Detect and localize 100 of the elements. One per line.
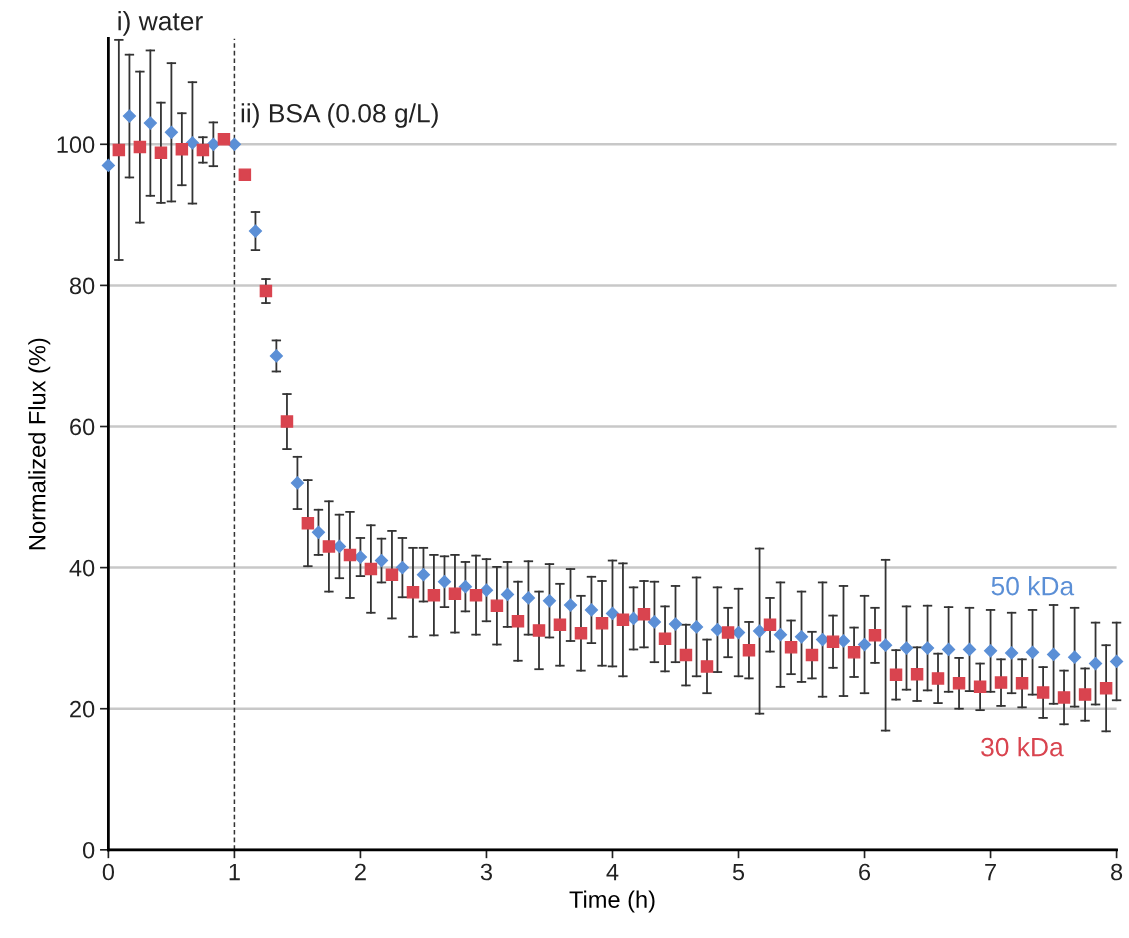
point xyxy=(175,142,189,156)
point xyxy=(227,137,241,151)
point xyxy=(1078,688,1092,701)
x-tick-label: 0 xyxy=(102,863,115,881)
y-tick-label: 40 xyxy=(69,559,95,577)
point xyxy=(553,618,567,632)
point xyxy=(542,594,557,608)
x-tick-label: 4 xyxy=(606,863,619,881)
point xyxy=(1099,682,1113,695)
point xyxy=(374,553,389,568)
point xyxy=(1005,646,1019,660)
point xyxy=(395,561,409,575)
point xyxy=(584,603,599,617)
point xyxy=(311,525,326,539)
point xyxy=(910,667,924,681)
point xyxy=(301,516,315,530)
point xyxy=(973,680,987,694)
point xyxy=(647,615,662,629)
point xyxy=(689,620,704,634)
point xyxy=(101,158,115,173)
point xyxy=(437,575,452,589)
point xyxy=(931,672,945,685)
point xyxy=(269,349,283,363)
x-tick-label: 7 xyxy=(985,863,996,881)
point xyxy=(637,607,651,621)
point xyxy=(217,133,231,146)
y-tick-label: 60 xyxy=(70,418,95,436)
series-label: 30 kDa xyxy=(981,737,1064,757)
point xyxy=(962,642,977,657)
point xyxy=(322,540,336,553)
series-label: 50 kDa xyxy=(991,576,1075,596)
point xyxy=(427,588,441,602)
point xyxy=(668,617,683,631)
point xyxy=(385,568,399,581)
x-tick-label: 8 xyxy=(1111,863,1123,881)
point xyxy=(406,586,420,599)
point xyxy=(154,146,168,160)
point xyxy=(889,668,903,682)
y-tick-label: 100 xyxy=(57,136,95,154)
point xyxy=(133,140,147,154)
point xyxy=(742,643,756,657)
point xyxy=(773,628,788,642)
text: i) water xyxy=(118,11,203,36)
point xyxy=(983,644,998,658)
point xyxy=(248,224,263,238)
point xyxy=(238,168,252,181)
point xyxy=(112,143,126,157)
point xyxy=(700,660,714,673)
point xyxy=(595,617,609,630)
point xyxy=(490,599,504,612)
point xyxy=(857,637,872,652)
y-axis-title: Normalized Flux (%) xyxy=(28,338,51,550)
point xyxy=(122,109,137,123)
x-tick-label: 2 xyxy=(355,863,366,881)
point xyxy=(847,646,861,659)
point xyxy=(574,626,588,640)
x-tick-label: 3 xyxy=(480,863,492,881)
point xyxy=(448,587,462,600)
point xyxy=(185,136,200,150)
y-tick-label: 80 xyxy=(69,277,95,295)
x-tick-label: 1 xyxy=(229,863,240,881)
point xyxy=(805,648,819,662)
point xyxy=(679,648,693,662)
point xyxy=(826,635,840,648)
x-axis-title: Time (h) xyxy=(569,890,655,913)
point xyxy=(994,676,1008,689)
point xyxy=(794,630,809,644)
point xyxy=(290,476,305,490)
point xyxy=(280,415,294,428)
point xyxy=(784,641,798,654)
point xyxy=(899,641,914,655)
point xyxy=(511,614,525,628)
y-tick-label: 0 xyxy=(82,841,95,859)
point xyxy=(1036,686,1050,699)
x-tick-label: 5 xyxy=(732,863,745,881)
point xyxy=(458,580,472,594)
point xyxy=(364,562,378,576)
point xyxy=(763,618,777,632)
point xyxy=(1046,647,1061,661)
point xyxy=(920,641,935,655)
point xyxy=(532,624,546,637)
x-tick-label: 6 xyxy=(859,863,871,881)
point xyxy=(206,137,220,151)
point xyxy=(942,642,956,657)
point xyxy=(868,629,882,642)
point xyxy=(1057,691,1071,704)
point xyxy=(952,677,966,690)
point xyxy=(500,587,515,602)
point xyxy=(1025,645,1040,659)
point xyxy=(164,125,178,139)
point xyxy=(196,143,210,157)
point xyxy=(658,632,672,646)
point xyxy=(259,284,273,298)
point xyxy=(479,583,494,597)
ref-line-label: ii) BSA (0.08 g/L) xyxy=(241,103,438,128)
point xyxy=(878,638,893,652)
point xyxy=(469,588,483,602)
point xyxy=(1068,650,1082,664)
y-tick-label: 20 xyxy=(70,700,95,718)
point xyxy=(343,548,357,562)
